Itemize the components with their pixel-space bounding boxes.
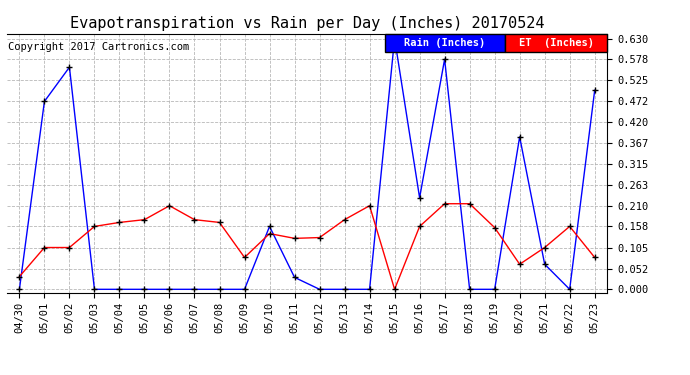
Text: Copyright 2017 Cartronics.com: Copyright 2017 Cartronics.com bbox=[8, 42, 189, 51]
Title: Evapotranspiration vs Rain per Day (Inches) 20170524: Evapotranspiration vs Rain per Day (Inch… bbox=[70, 16, 544, 31]
